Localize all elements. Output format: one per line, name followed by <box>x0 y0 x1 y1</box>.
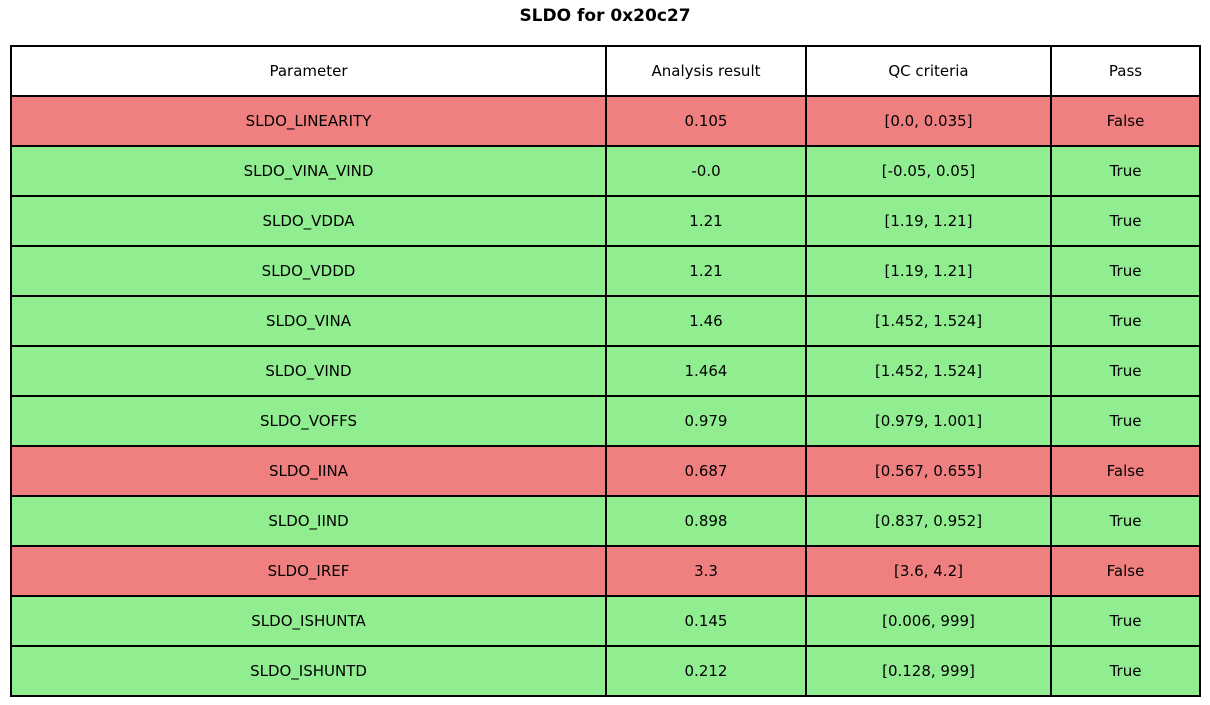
table-row: SLDO_VDDA 1.21 [1.19, 1.21] True <box>10 195 1201 247</box>
cell-criteria: [0.979, 1.001] <box>805 395 1052 447</box>
cell-result: 0.105 <box>605 95 807 147</box>
cell-pass: True <box>1050 645 1201 697</box>
cell-criteria: [0.128, 999] <box>805 645 1052 697</box>
table-row: SLDO_IREF 3.3 [3.6, 4.2] False <box>10 545 1201 597</box>
cell-criteria: [0.567, 0.655] <box>805 445 1052 497</box>
cell-pass: True <box>1050 395 1201 447</box>
cell-criteria: [0.0, 0.035] <box>805 95 1052 147</box>
cell-parameter: SLDO_IINA <box>10 445 607 497</box>
cell-parameter: SLDO_VDDD <box>10 245 607 297</box>
cell-result: 1.21 <box>605 195 807 247</box>
table-row: SLDO_IIND 0.898 [0.837, 0.952] True <box>10 495 1201 547</box>
cell-pass: False <box>1050 95 1201 147</box>
table-row: SLDO_VOFFS 0.979 [0.979, 1.001] True <box>10 395 1201 447</box>
cell-parameter: SLDO_VIND <box>10 345 607 397</box>
cell-result: -0.0 <box>605 145 807 197</box>
cell-result: 0.145 <box>605 595 807 647</box>
cell-parameter: SLDO_VDDA <box>10 195 607 247</box>
cell-criteria: [0.006, 999] <box>805 595 1052 647</box>
cell-pass: True <box>1050 345 1201 397</box>
table-header: Parameter Analysis result QC criteria Pa… <box>10 45 1201 97</box>
qc-results-table: Parameter Analysis result QC criteria Pa… <box>10 45 1201 697</box>
table-row: SLDO_ISHUNTD 0.212 [0.128, 999] True <box>10 645 1201 697</box>
cell-criteria: [1.452, 1.524] <box>805 295 1052 347</box>
cell-result: 0.979 <box>605 395 807 447</box>
cell-result: 0.212 <box>605 645 807 697</box>
cell-result: 1.464 <box>605 345 807 397</box>
cell-parameter: SLDO_ISHUNTA <box>10 595 607 647</box>
cell-parameter: SLDO_VINA <box>10 295 607 347</box>
cell-pass: True <box>1050 595 1201 647</box>
table-body: SLDO_LINEARITY 0.105 [0.0, 0.035] False … <box>10 95 1201 697</box>
cell-criteria: [3.6, 4.2] <box>805 545 1052 597</box>
table-row: SLDO_VINA_VIND -0.0 [-0.05, 0.05] True <box>10 145 1201 197</box>
header-row: Parameter Analysis result QC criteria Pa… <box>10 45 1201 97</box>
cell-result: 0.687 <box>605 445 807 497</box>
cell-pass: True <box>1050 145 1201 197</box>
table-row: SLDO_LINEARITY 0.105 [0.0, 0.035] False <box>10 95 1201 147</box>
cell-result: 1.46 <box>605 295 807 347</box>
chart-title: SLDO for 0x20c27 <box>519 6 691 26</box>
cell-pass: True <box>1050 295 1201 347</box>
cell-pass: True <box>1050 495 1201 547</box>
table-row: SLDO_VIND 1.464 [1.452, 1.524] True <box>10 345 1201 397</box>
column-header-parameter: Parameter <box>10 45 607 97</box>
column-header-qc-criteria: QC criteria <box>805 45 1052 97</box>
cell-parameter: SLDO_LINEARITY <box>10 95 607 147</box>
cell-criteria: [0.837, 0.952] <box>805 495 1052 547</box>
table-row: SLDO_IINA 0.687 [0.567, 0.655] False <box>10 445 1201 497</box>
cell-criteria: [1.452, 1.524] <box>805 345 1052 397</box>
cell-criteria: [-0.05, 0.05] <box>805 145 1052 197</box>
cell-result: 0.898 <box>605 495 807 547</box>
cell-parameter: SLDO_ISHUNTD <box>10 645 607 697</box>
table-row: SLDO_ISHUNTA 0.145 [0.006, 999] True <box>10 595 1201 647</box>
table-row: SLDO_VINA 1.46 [1.452, 1.524] True <box>10 295 1201 347</box>
cell-parameter: SLDO_VINA_VIND <box>10 145 607 197</box>
table-row: SLDO_VDDD 1.21 [1.19, 1.21] True <box>10 245 1201 297</box>
cell-result: 3.3 <box>605 545 807 597</box>
column-header-pass: Pass <box>1050 45 1201 97</box>
cell-pass: False <box>1050 445 1201 497</box>
cell-parameter: SLDO_IREF <box>10 545 607 597</box>
cell-pass: False <box>1050 545 1201 597</box>
cell-criteria: [1.19, 1.21] <box>805 195 1052 247</box>
cell-result: 1.21 <box>605 245 807 297</box>
cell-pass: True <box>1050 245 1201 297</box>
column-header-analysis-result: Analysis result <box>605 45 807 97</box>
cell-parameter: SLDO_IIND <box>10 495 607 547</box>
cell-pass: True <box>1050 195 1201 247</box>
cell-parameter: SLDO_VOFFS <box>10 395 607 447</box>
cell-criteria: [1.19, 1.21] <box>805 245 1052 297</box>
